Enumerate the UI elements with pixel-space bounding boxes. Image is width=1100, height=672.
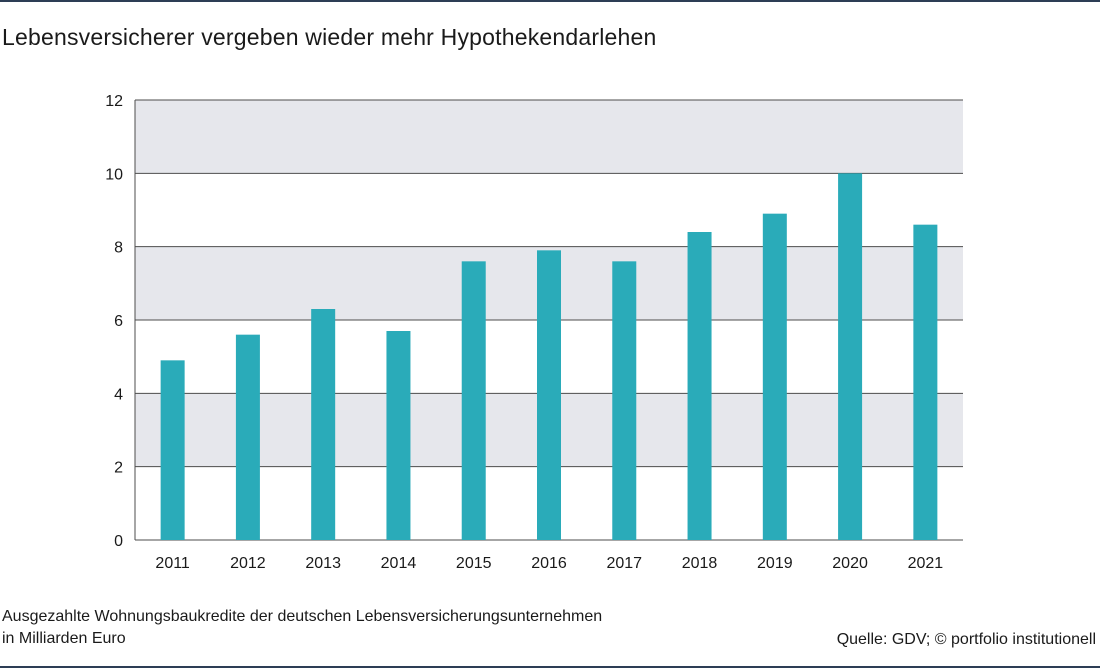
caption-line-2: in Milliarden Euro [2, 630, 126, 647]
chart-title: Lebensversicherer vergeben wieder mehr H… [2, 24, 657, 50]
y-tick-label: 12 [105, 93, 123, 110]
bar-2018 [687, 232, 712, 540]
x-tick-label: 2021 [908, 555, 944, 572]
source-note: Quelle: GDV; © portfolio institutionell [836, 631, 1096, 648]
y-tick-label: 10 [105, 166, 123, 183]
x-tick-label: 2017 [606, 555, 642, 572]
bar-2014 [386, 331, 411, 540]
caption-line-1: Ausgezahlte Wohnungsbaukredite der deuts… [2, 608, 603, 625]
x-tick-label: 2013 [305, 555, 341, 572]
bar-2019 [762, 213, 787, 540]
chart-caption: Ausgezahlte Wohnungsbaukredite der deuts… [2, 606, 602, 650]
bar-2020 [838, 173, 863, 541]
top-rule [0, 0, 1100, 2]
bars [160, 173, 938, 541]
grid-band [135, 100, 963, 174]
x-tick-label: 2016 [531, 555, 567, 572]
x-tick-label: 2015 [456, 555, 492, 572]
x-tick-label: 2011 [155, 555, 190, 572]
x-tick-label: 2018 [682, 555, 718, 572]
x-tick-label: 2014 [381, 555, 417, 572]
bar-2016 [537, 250, 561, 541]
y-tick-label: 0 [114, 533, 123, 550]
bar-2015 [461, 261, 486, 540]
bar-2013 [311, 309, 336, 540]
y-tick-label: 8 [114, 240, 123, 257]
y-tick-label: 6 [114, 313, 123, 330]
x-tick-label: 2020 [832, 555, 868, 572]
bar-2012 [235, 334, 260, 540]
bar-2021 [913, 224, 938, 540]
y-tick-label: 2 [114, 460, 123, 477]
y-tick-label: 4 [114, 386, 123, 403]
y-tick-labels: 0 2 4 6 8 10 12 [105, 93, 123, 550]
x-tick-label: 2012 [230, 555, 266, 572]
bottom-rule [0, 666, 1100, 668]
x-tick-label: 2019 [757, 555, 793, 572]
x-tick-labels: 2011 2012 2013 2014 2015 2016 2017 2018 2019 2020… [155, 555, 943, 572]
bar-2017 [612, 261, 637, 540]
bar-2011 [160, 360, 185, 540]
